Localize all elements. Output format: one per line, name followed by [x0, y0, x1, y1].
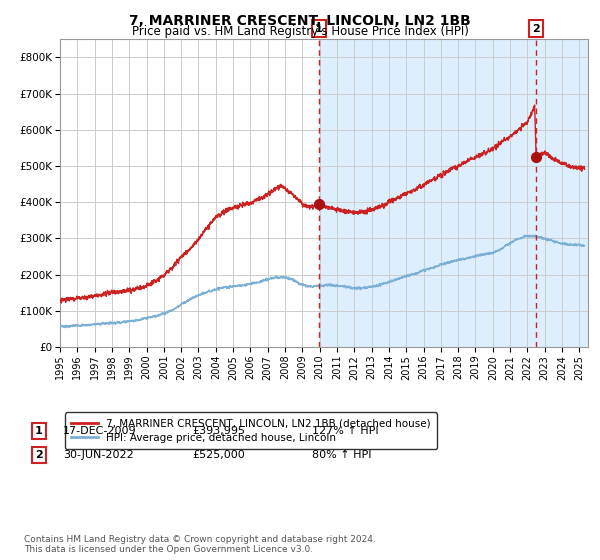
Text: Contains HM Land Registry data © Crown copyright and database right 2024.
This d: Contains HM Land Registry data © Crown c… — [24, 535, 376, 554]
Point — [314, 200, 324, 209]
Text: 30-JUN-2022: 30-JUN-2022 — [63, 450, 134, 460]
Text: 7, MARRINER CRESCENT, LINCOLN, LN2 1BB: 7, MARRINER CRESCENT, LINCOLN, LN2 1BB — [129, 14, 471, 28]
Text: 127% ↑ HPI: 127% ↑ HPI — [312, 426, 379, 436]
Legend: 7, MARRINER CRESCENT, LINCOLN, LN2 1BB (detached house), HPI: Average price, det: 7, MARRINER CRESCENT, LINCOLN, LN2 1BB (… — [65, 413, 437, 449]
Bar — [319, 39, 600, 347]
Point — [531, 152, 541, 161]
Text: 2: 2 — [532, 24, 540, 34]
Text: 1: 1 — [315, 24, 323, 34]
Text: £393,995: £393,995 — [192, 426, 245, 436]
Text: £525,000: £525,000 — [192, 450, 245, 460]
Text: 1: 1 — [35, 426, 43, 436]
Text: Price paid vs. HM Land Registry's House Price Index (HPI): Price paid vs. HM Land Registry's House … — [131, 25, 469, 38]
Text: 80% ↑ HPI: 80% ↑ HPI — [312, 450, 371, 460]
Text: 2: 2 — [35, 450, 43, 460]
Text: 17-DEC-2009: 17-DEC-2009 — [63, 426, 137, 436]
